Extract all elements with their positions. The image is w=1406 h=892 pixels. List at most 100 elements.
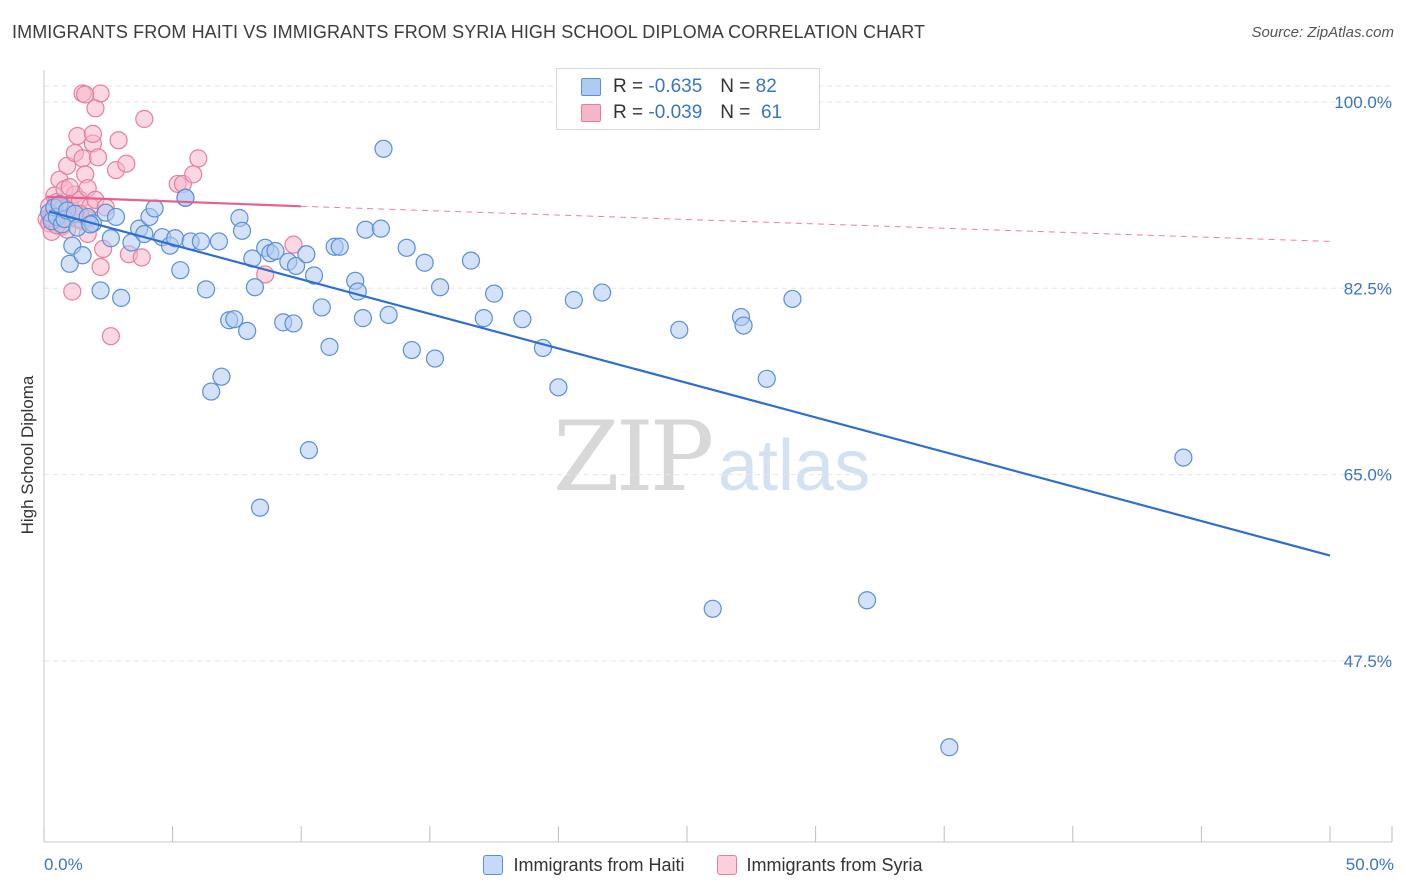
syria-point xyxy=(83,124,102,143)
watermark-zip: ZIP xyxy=(553,401,712,513)
x-tick-label: 50.0% xyxy=(1346,855,1394,874)
chart-title: IMMIGRANTS FROM HAITI VS IMMIGRANTS FROM… xyxy=(12,22,926,42)
haiti-point xyxy=(593,283,612,302)
syria-point xyxy=(88,148,108,167)
haiti-point xyxy=(549,378,568,397)
haiti-point xyxy=(176,188,195,207)
haiti-point xyxy=(232,221,252,240)
syria-point xyxy=(184,165,203,184)
legend-item-haiti[interactable]: Immigrants from Haiti xyxy=(483,855,685,876)
series-legend: Immigrants from Haiti Immigrants from Sy… xyxy=(0,852,1406,878)
haiti-swatch xyxy=(581,78,601,96)
haiti-point xyxy=(297,245,316,264)
haiti-point xyxy=(356,220,375,239)
syria-point xyxy=(91,84,110,103)
haiti-point xyxy=(212,367,231,386)
haiti-point xyxy=(284,314,303,333)
r-value: -0.039 xyxy=(648,102,703,123)
syria-trend-line-extension xyxy=(301,205,1331,242)
haiti-point xyxy=(485,284,504,303)
haiti-point xyxy=(757,369,776,388)
stats-legend: R = -0.635 N = 82 R = -0.039 N = 61 xyxy=(556,68,820,130)
haiti-trend-line xyxy=(48,210,1331,557)
haiti-point xyxy=(191,232,210,251)
haiti-point xyxy=(225,310,244,329)
haiti-point xyxy=(348,282,367,301)
haiti-point xyxy=(145,199,164,218)
haiti-legend-swatch xyxy=(483,855,504,875)
haiti-point xyxy=(330,237,349,256)
haiti-point xyxy=(430,278,450,297)
haiti-point xyxy=(245,278,265,297)
haiti-point xyxy=(304,266,324,285)
haiti-point xyxy=(202,382,221,401)
haiti-point xyxy=(783,289,802,309)
haiti-point xyxy=(564,290,583,310)
haiti-point xyxy=(106,207,126,227)
haiti-point xyxy=(91,281,110,300)
syria-point xyxy=(91,257,110,277)
n-label: N = xyxy=(720,76,751,97)
syria-point xyxy=(284,235,303,254)
haiti-point xyxy=(461,251,481,270)
n-value: 82 xyxy=(755,76,777,97)
syria-swatch xyxy=(581,104,601,122)
syria-point xyxy=(135,109,154,129)
haiti-point xyxy=(374,139,393,158)
haiti-point xyxy=(703,599,722,618)
syria-point xyxy=(63,282,82,301)
stats-row-haiti: R = -0.635 N = 82 xyxy=(581,74,777,100)
haiti-point xyxy=(196,280,216,299)
r-value: -0.635 xyxy=(648,76,703,97)
haiti-point xyxy=(857,591,877,610)
haiti-point xyxy=(171,261,190,280)
watermark: ZIP atlas xyxy=(553,401,870,513)
watermark-atlas: atlas xyxy=(718,426,870,506)
haiti-point xyxy=(397,238,416,257)
haiti-point xyxy=(266,241,285,261)
haiti-point xyxy=(320,337,339,356)
haiti-point xyxy=(353,309,373,328)
n-label: N = xyxy=(720,102,751,123)
syria-point xyxy=(189,149,208,168)
y-tick-label: 47.5% xyxy=(1344,652,1392,671)
syria-point xyxy=(117,154,136,173)
haiti-point xyxy=(286,256,306,276)
syria-point xyxy=(132,248,151,267)
haiti-point xyxy=(425,349,445,368)
syria-point xyxy=(76,85,95,104)
haiti-point xyxy=(73,246,92,265)
haiti-point xyxy=(371,219,391,238)
haiti-point xyxy=(238,321,257,340)
syria-point xyxy=(60,178,79,197)
haiti-point xyxy=(112,288,131,307)
y-tick-label: 100.0% xyxy=(1334,93,1392,112)
legend-label-syria: Immigrants from Syria xyxy=(746,854,923,875)
legend-item-syria[interactable]: Immigrants from Syria xyxy=(716,854,923,876)
n-value: 61 xyxy=(760,102,783,123)
source-label: Source: ZipAtlas.com xyxy=(1251,24,1394,41)
r-label: R = xyxy=(613,102,644,123)
syria-point xyxy=(68,126,87,146)
haiti-point xyxy=(513,310,532,329)
y-tick-label: 82.5% xyxy=(1344,279,1392,298)
haiti-point xyxy=(670,320,689,339)
stats-row-syria: R = -0.039 N = 61 xyxy=(581,100,782,126)
haiti-point xyxy=(940,738,959,757)
haiti-point xyxy=(379,305,398,325)
haiti-point xyxy=(60,254,79,273)
haiti-point xyxy=(312,298,331,317)
haiti-point xyxy=(250,498,270,517)
haiti-point xyxy=(299,441,319,460)
syria-point xyxy=(109,131,128,150)
x-tick-label: 0.0% xyxy=(44,855,83,874)
haiti-point xyxy=(402,340,421,360)
haiti-point xyxy=(734,316,753,335)
haiti-point xyxy=(1174,448,1193,467)
haiti-point xyxy=(415,253,434,272)
syria-trend-line xyxy=(46,195,302,208)
syria-point xyxy=(73,149,92,168)
syria-point xyxy=(101,327,120,346)
haiti-point xyxy=(135,224,154,244)
